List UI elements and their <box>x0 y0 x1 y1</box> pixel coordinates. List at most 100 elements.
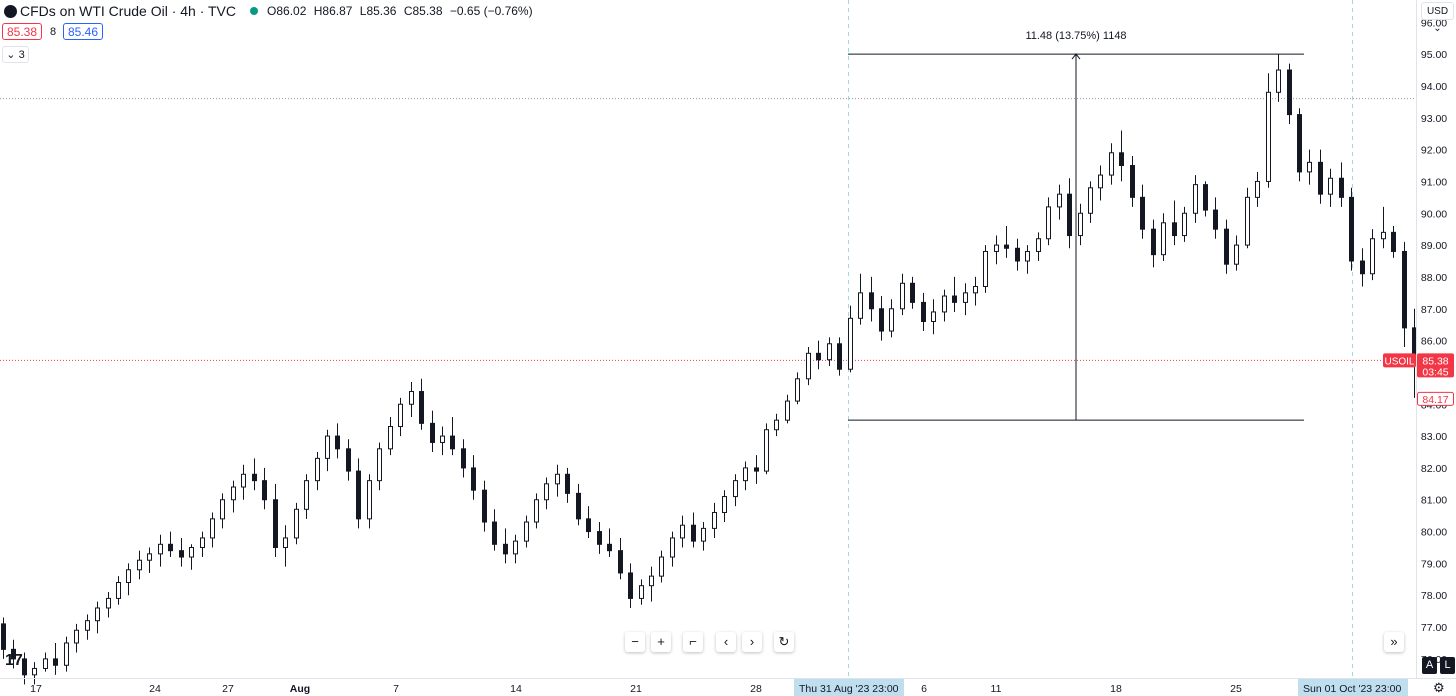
candle <box>628 563 633 608</box>
tradingview-logo-text: 17 <box>5 652 23 669</box>
candle <box>921 292 926 332</box>
reset-chart-button[interactable]: ↻ <box>774 632 794 652</box>
candle <box>963 283 968 316</box>
candle-body <box>1193 184 1198 214</box>
go-to-realtime-button[interactable]: » <box>1384 632 1404 652</box>
time-axis[interactable]: 17 24 27 Aug 7 14 21 28 6 11 18 25 Thu 31 Aug '23 23… <box>0 678 1456 696</box>
candle-body <box>639 585 644 599</box>
candle <box>220 493 225 529</box>
candle <box>586 506 591 538</box>
candle <box>440 426 445 456</box>
zoom-out-button[interactable]: − <box>625 632 645 652</box>
indicators-collapse-button[interactable]: ⌄ 3 <box>2 46 29 63</box>
candle-body <box>1318 161 1323 195</box>
candle-body <box>158 543 163 555</box>
candle <box>879 296 884 341</box>
settings-gear-icon[interactable]: ⚙ <box>1433 680 1445 695</box>
candle <box>1287 63 1292 125</box>
candle <box>503 528 508 564</box>
candle-body <box>409 391 414 405</box>
candle-body <box>963 292 968 303</box>
candle <box>168 531 173 558</box>
candle <box>722 490 727 523</box>
candle <box>430 410 435 452</box>
candle-body <box>973 285 978 294</box>
auto-scale-button[interactable]: A <box>1422 657 1437 674</box>
candle-body <box>430 422 435 443</box>
time-tick-label: 27 <box>222 683 234 695</box>
scroll-right-button[interactable]: › <box>742 632 762 652</box>
candle-body <box>670 537 675 558</box>
price-tick-label: 96.00 <box>1421 17 1447 29</box>
price-tick-label: 95.00 <box>1421 49 1447 61</box>
candle-body <box>1266 91 1271 182</box>
sell-price-button[interactable]: 85.38 <box>2 23 43 40</box>
candle <box>32 662 37 685</box>
tradingview-logo-icon[interactable]: 17 <box>5 652 23 670</box>
candle-body <box>754 467 759 472</box>
candle <box>827 337 832 367</box>
candle-body <box>1172 222 1177 237</box>
candle-body <box>22 658 27 676</box>
time-tick-label: 17 <box>30 683 42 695</box>
candle-body <box>356 470 361 520</box>
candle <box>806 346 811 386</box>
candle <box>74 623 79 653</box>
candle-body <box>283 537 288 548</box>
price-axis[interactable]: 96.00 95.00 94.00 93.00 92.00 91.00 90.00 89.00… <box>1383 0 1454 678</box>
buy-price-button[interactable]: 85.46 <box>63 23 104 40</box>
candle <box>137 550 142 580</box>
symbol-title[interactable]: CFDs on WTI Crude Oil · 4h · TVC <box>20 3 237 19</box>
candle <box>816 340 821 370</box>
candle-body <box>95 607 100 622</box>
candle-body <box>179 550 184 558</box>
candle-body <box>565 473 570 494</box>
candle <box>973 276 978 306</box>
price-tick-label: 90.00 <box>1421 208 1447 220</box>
candle <box>126 563 131 596</box>
crosshair-time-label: Thu 31 Aug '23 23:00 <box>794 679 904 696</box>
candle-body <box>848 317 853 370</box>
candle-body <box>85 620 90 631</box>
candle-body <box>858 292 863 319</box>
candle <box>1297 108 1302 182</box>
candle <box>1109 143 1114 185</box>
candle-body <box>335 435 340 450</box>
log-scale-button[interactable]: L <box>1440 657 1455 674</box>
candle <box>1015 238 1020 271</box>
candle <box>691 512 696 548</box>
market-open-dot-icon <box>250 7 259 15</box>
measure-tool[interactable]: 11.48 (13.75%) 1148 <box>848 30 1304 421</box>
candle-body <box>1025 250 1030 262</box>
candle-body <box>1 623 6 650</box>
candle <box>576 483 581 526</box>
candle <box>952 276 957 312</box>
time-tick-label: 14 <box>510 683 522 695</box>
candle-body <box>482 489 487 523</box>
candle <box>1119 130 1124 182</box>
candle <box>1381 206 1386 249</box>
candle <box>544 477 549 510</box>
candle <box>471 455 476 500</box>
candle-body <box>1130 165 1135 198</box>
price-tick-label: 94.00 <box>1421 81 1447 93</box>
candle <box>273 483 278 558</box>
candle-body <box>1119 152 1124 167</box>
candle <box>304 474 309 519</box>
currency-button[interactable]: USD ⌄ <box>1421 2 1454 34</box>
candle-body <box>994 244 999 252</box>
candle-body <box>586 518 591 533</box>
crosshair-time-text: Thu 31 Aug '23 23:00 <box>799 683 899 695</box>
candle-body <box>1328 177 1333 195</box>
candle-body <box>168 543 173 552</box>
zoom-in-button[interactable]: + <box>651 632 671 652</box>
candle-body <box>827 343 832 361</box>
candle-body <box>618 550 623 574</box>
scroll-left-button[interactable]: ‹ <box>716 632 736 652</box>
reset-scale-button[interactable]: ⌐ <box>683 632 703 652</box>
candle <box>252 458 257 491</box>
candle-body <box>1402 250 1407 329</box>
candle-body <box>440 435 445 443</box>
candle-body <box>273 499 278 548</box>
